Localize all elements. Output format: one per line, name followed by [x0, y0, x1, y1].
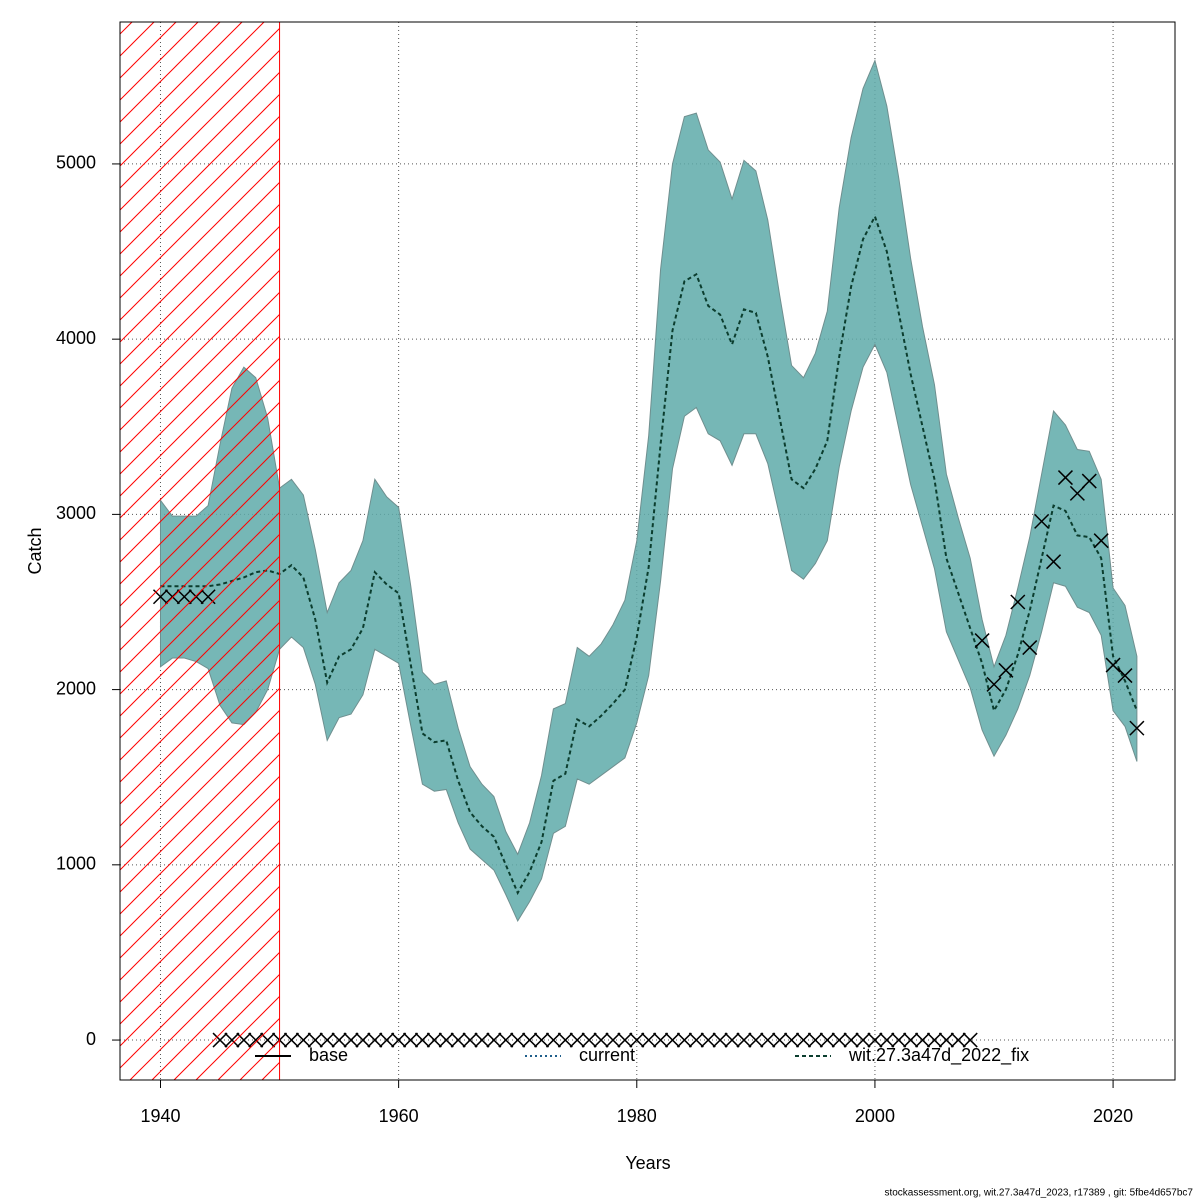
legend-label: current [579, 1045, 635, 1065]
observation [688, 1032, 704, 1048]
observation [641, 1032, 657, 1048]
observation [450, 1032, 466, 1048]
observation [498, 1032, 514, 1048]
x-tick-label: 2000 [855, 1106, 895, 1126]
observation [676, 1032, 692, 1048]
observation [867, 1032, 883, 1048]
observation [843, 1032, 859, 1048]
observation [557, 1032, 573, 1048]
observation [1129, 720, 1145, 736]
observation [795, 1032, 812, 1048]
x-tick-label: 1980 [617, 1106, 657, 1126]
observation [915, 1032, 931, 1048]
observation [712, 1032, 728, 1048]
observation [653, 1032, 669, 1048]
shaded-region [119, 21, 281, 1081]
x-tick-label: 1960 [379, 1106, 419, 1126]
observation [903, 1032, 919, 1048]
observation [569, 1032, 585, 1048]
observation [403, 1032, 419, 1048]
y-tick-label: 0 [86, 1029, 96, 1049]
observation [319, 1032, 335, 1048]
observation [462, 1032, 478, 1048]
observation [617, 1032, 633, 1048]
y-tick-label: 4000 [56, 328, 96, 348]
y-axis-title: Catch [25, 527, 45, 574]
observation [581, 1032, 597, 1048]
observation [1010, 594, 1026, 610]
plot-frame [119, 21, 1176, 1081]
observation [593, 1032, 609, 1048]
x-tick-label: 1940 [140, 1106, 180, 1126]
observation [629, 1032, 645, 1048]
observation [1105, 657, 1121, 673]
observation [879, 1032, 895, 1048]
observation [1057, 470, 1073, 486]
x-axis-title: Years [625, 1153, 670, 1173]
observation [510, 1032, 526, 1048]
observation [379, 1032, 395, 1048]
observation [283, 1032, 299, 1048]
observation [891, 1032, 907, 1048]
observation [1093, 533, 1109, 549]
series-line [160, 213, 1138, 896]
observation [343, 1032, 359, 1048]
y-tick-label: 1000 [56, 854, 96, 874]
observation [1069, 485, 1085, 501]
observation [533, 1032, 550, 1048]
observation [331, 1032, 347, 1048]
footer: stockassessment.org, wit.27.3a47d_2023, … [884, 1188, 1193, 1199]
observation [772, 1032, 788, 1048]
legend-label: wit.27.3a47d_2022_fix [848, 1045, 1029, 1066]
observation [998, 662, 1014, 678]
observation [926, 1032, 943, 1048]
observation [819, 1032, 835, 1048]
observation [414, 1032, 430, 1048]
observation [1117, 668, 1133, 684]
observation [986, 676, 1002, 692]
observation [736, 1032, 752, 1048]
observation [474, 1032, 490, 1048]
observation [605, 1032, 621, 1048]
observation [784, 1032, 800, 1048]
y-tick-label: 3000 [56, 503, 96, 523]
observation [486, 1032, 502, 1048]
observation [760, 1032, 776, 1048]
observation [855, 1032, 871, 1048]
y-tick-label: 2000 [56, 678, 96, 698]
observation [950, 1032, 966, 1048]
y-tick-label: 5000 [56, 153, 96, 173]
observation [938, 1032, 954, 1048]
observation [1046, 554, 1062, 570]
observation [367, 1032, 383, 1048]
observation [1022, 640, 1038, 656]
observation [974, 633, 990, 649]
observation [355, 1032, 371, 1048]
observation [1034, 513, 1050, 529]
observation [545, 1032, 561, 1048]
observation [522, 1032, 538, 1048]
observation [307, 1032, 323, 1048]
observation [700, 1032, 716, 1048]
observation [295, 1032, 311, 1048]
observation [831, 1032, 847, 1048]
observation [962, 1032, 978, 1048]
observation [438, 1032, 454, 1048]
observation [748, 1032, 764, 1048]
observation [426, 1032, 442, 1048]
observation [724, 1032, 740, 1048]
observation [664, 1032, 681, 1048]
observation [391, 1032, 407, 1048]
x-tick-label: 2020 [1093, 1106, 1133, 1126]
legend-label: base [309, 1045, 348, 1065]
observation [1081, 473, 1097, 489]
observation [807, 1032, 823, 1048]
confidence-band [159, 59, 1138, 922]
